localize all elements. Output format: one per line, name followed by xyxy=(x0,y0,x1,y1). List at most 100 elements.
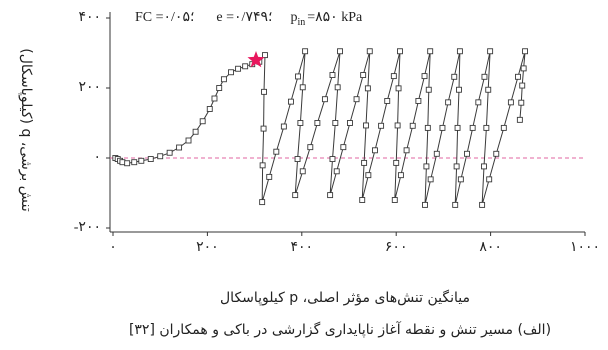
data-point xyxy=(242,63,249,70)
data-point xyxy=(427,48,434,55)
annotation-part: e =۰/۷۴۹؛ xyxy=(216,10,272,25)
data-point xyxy=(395,85,402,92)
data-point xyxy=(384,97,391,104)
annotation-part: FC =۰/۰۵؛ xyxy=(135,10,194,25)
data-point xyxy=(292,192,299,199)
data-point xyxy=(220,76,227,83)
data-point xyxy=(361,159,368,166)
data-point xyxy=(299,168,306,175)
data-point xyxy=(425,86,432,93)
data-point xyxy=(363,122,369,129)
data-point xyxy=(516,116,523,123)
data-point xyxy=(423,163,430,170)
x-tick-label: ۲۰۰ xyxy=(196,240,219,255)
data-point xyxy=(433,150,440,157)
data-point xyxy=(486,176,493,183)
data-point xyxy=(211,95,218,102)
data-point xyxy=(329,72,336,79)
data-point xyxy=(391,197,398,203)
data-point xyxy=(378,122,385,129)
data-point xyxy=(340,144,347,151)
annotation-part: in xyxy=(297,17,305,28)
data-point xyxy=(515,73,521,80)
data-point xyxy=(483,124,490,131)
data-point xyxy=(299,84,306,91)
data-point xyxy=(332,120,339,126)
data-point xyxy=(337,48,343,55)
data-point xyxy=(397,172,404,179)
data-point xyxy=(493,150,500,157)
data-point xyxy=(119,159,126,166)
y-axis-label: تنش برشی، q (کیلوپاسکال) xyxy=(18,48,34,212)
annotation-part: p xyxy=(290,10,297,25)
data-point xyxy=(518,99,525,106)
y-tick-label: ۴۰۰ xyxy=(78,10,101,25)
data-point xyxy=(314,120,321,126)
data-point xyxy=(199,118,206,125)
data-point xyxy=(157,153,164,160)
data-point xyxy=(297,120,304,126)
data-point xyxy=(216,85,223,91)
data-point xyxy=(353,96,360,103)
annotation: FC =۰/۰۵؛ e =۰/۷۴۹؛ pin =۸۵۰ kPa xyxy=(135,10,363,28)
data-point xyxy=(147,156,154,163)
data-point xyxy=(364,85,371,92)
caption: (الف) مسیر تنش و نقطه آغاز ناپایداری گزا… xyxy=(129,321,551,338)
data-point xyxy=(235,65,242,72)
data-point xyxy=(487,48,494,55)
data-point xyxy=(166,149,173,156)
data-point xyxy=(403,147,410,154)
data-point xyxy=(469,124,476,131)
data-point xyxy=(185,137,192,144)
x-tick-label: ۶۰۰ xyxy=(385,240,408,255)
data-point xyxy=(520,65,527,72)
data-point xyxy=(456,48,463,55)
data-point xyxy=(507,99,514,106)
data-point xyxy=(259,199,266,206)
data-point xyxy=(295,73,301,80)
data-point xyxy=(445,99,452,106)
data-point xyxy=(409,122,416,129)
data-point xyxy=(427,176,434,183)
data-point xyxy=(131,159,138,166)
data-point xyxy=(456,86,462,93)
data-point xyxy=(393,159,400,166)
y-tick-label: ۰ xyxy=(93,150,101,165)
data-point xyxy=(124,160,131,167)
data-point xyxy=(259,162,266,169)
data-point xyxy=(260,125,267,132)
data-point xyxy=(451,73,458,80)
data-point xyxy=(481,163,487,170)
data-point xyxy=(453,163,460,170)
data-point xyxy=(176,144,183,151)
data-point xyxy=(464,150,470,157)
x-tick-label: ۱۰۰۰ xyxy=(570,240,600,255)
x-tick-label: ۰ xyxy=(109,240,117,255)
data-point xyxy=(390,73,397,80)
x-tick-label: ۴۰۰ xyxy=(291,240,314,255)
data-point xyxy=(500,124,507,131)
data-point xyxy=(439,124,446,131)
data-point xyxy=(206,106,213,112)
data-point xyxy=(228,69,234,76)
y-tick-label: -۲۰۰ xyxy=(74,220,101,235)
x-tick-label: ۸۰۰ xyxy=(479,240,502,255)
x-axis-label: میانگین تنش‌های مؤثر اصلی، p کیلوپاسکال xyxy=(220,289,470,306)
data-point xyxy=(138,157,145,164)
data-point xyxy=(333,168,340,175)
data-point xyxy=(421,73,428,80)
instability-marker xyxy=(247,51,265,68)
data-point xyxy=(479,201,486,208)
data-point xyxy=(366,48,373,55)
data-point xyxy=(365,172,372,179)
data-point xyxy=(475,99,482,106)
data-point xyxy=(346,120,353,126)
data-point xyxy=(294,156,301,163)
data-point xyxy=(422,201,428,208)
data-point xyxy=(280,123,287,130)
data-point xyxy=(287,98,294,105)
data-point xyxy=(359,197,366,203)
annotation-part: =۸۵۰ kPa xyxy=(307,10,363,25)
data-point xyxy=(485,86,492,93)
